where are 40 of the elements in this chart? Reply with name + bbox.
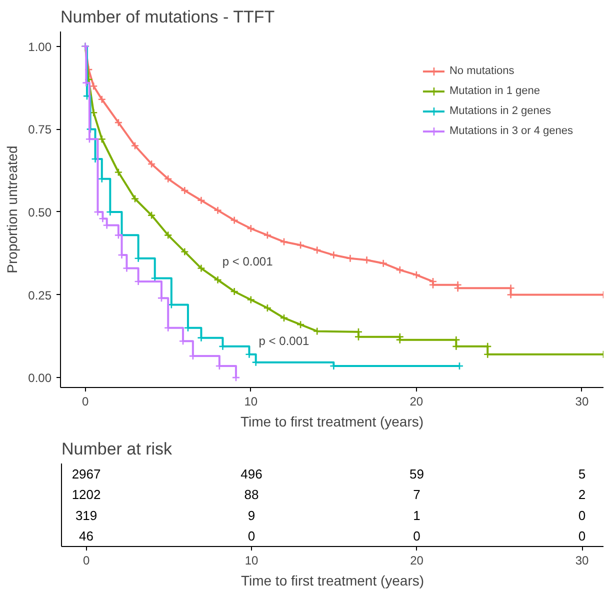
legend-label: Mutations in 2 genes [449,105,551,117]
x-tick-label: 20 [410,394,424,408]
data-label: 88 [244,487,259,502]
legend-label: Mutation in 1 gene [449,85,540,97]
y-tick-label: 0.50 [28,205,52,220]
x-tick-label: 30 [575,554,590,568]
annotation: p < 0.001 [258,334,310,348]
x-tick-label: 0 [82,554,90,568]
y-tick-label: 0.00 [28,371,52,386]
data-label: 496 [240,466,262,482]
x-tick-label: 10 [244,394,258,408]
data-label: 2 [578,487,586,502]
x-tick-label: 30 [575,394,589,408]
data-label: 1202 [72,487,101,502]
y-axis-title: Proportion untreated [4,146,20,274]
data-label: 46 [79,528,94,544]
y-tick-label: 0.25 [28,288,52,302]
chart-title: Number at risk [62,440,173,458]
x-tick-label: 20 [410,554,424,568]
x-tick-label: 10 [244,554,259,568]
y-tick-label: 0.75 [28,122,52,137]
data-label: 9 [248,508,256,523]
data-label: 5 [578,466,586,482]
annotation: p < 0.001 [222,254,274,269]
legend-label: No mutations [449,65,514,77]
x-axis-title: Time to first treatment (years) [240,572,424,588]
data-label: 2967 [72,466,101,482]
data-label: 1 [413,508,420,523]
y-tick-label: 1.00 [28,40,52,54]
legend-label: Mutations in 3 or 4 genes [449,125,573,137]
data-label: 0 [578,508,586,523]
data-label: 7 [413,487,420,502]
data-label: 0 [578,528,586,544]
data-label: 0 [413,528,420,544]
data-label: 0 [248,528,256,544]
x-tick-label: 0 [82,394,89,408]
data-label: 319 [75,508,98,523]
chart-title: Number of mutations - TTFT [60,8,275,26]
x-axis-title: Time to first treatment (years) [240,414,424,430]
data-label: 59 [410,466,424,482]
